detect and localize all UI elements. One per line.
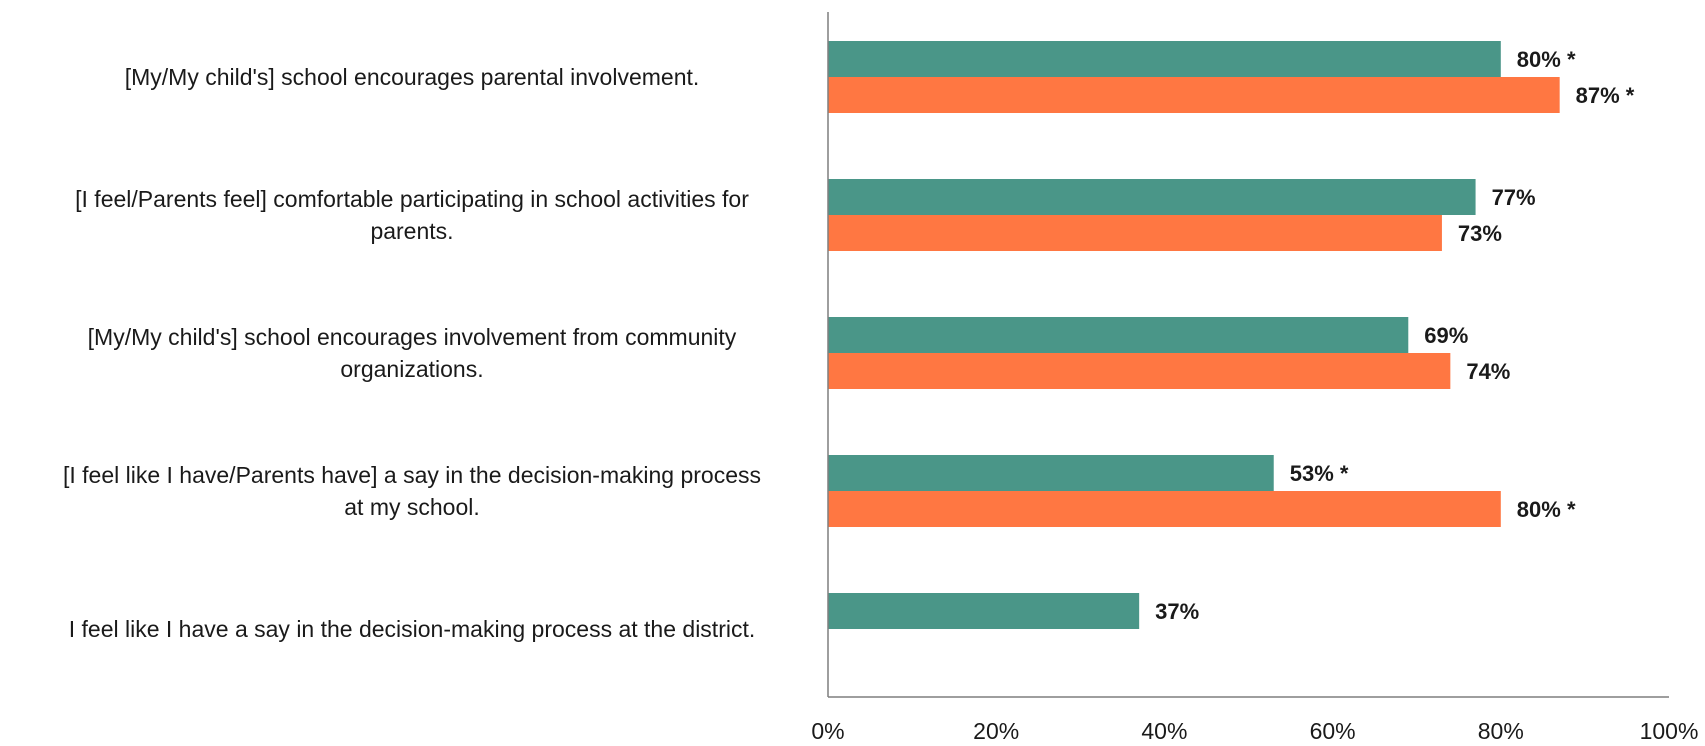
category-label-5-line-1: I feel like I have a say in the decision…	[69, 616, 756, 642]
x-tick-label-5: 80%	[1478, 718, 1524, 744]
bar-series-1-item-3	[828, 317, 1408, 353]
x-tick-label-6: 100%	[1640, 718, 1699, 744]
category-label-1-line-1: [My/My child's] school encourages parent…	[125, 64, 700, 90]
bar-series-1-item-1	[828, 41, 1501, 77]
data-label-series-2-item-4: 80% *	[1517, 497, 1576, 522]
data-label-series-1-item-5: 37%	[1155, 599, 1199, 624]
bar-series-1-item-5	[828, 593, 1139, 629]
category-label-3-line-2: organizations.	[340, 356, 483, 382]
data-label-series-1-item-1: 80% *	[1517, 47, 1576, 72]
x-tick-label-4: 60%	[1310, 718, 1356, 744]
category-label-4-line-1: [I feel like I have/Parents have] a say …	[63, 462, 761, 488]
data-label-series-1-item-2: 77%	[1492, 185, 1536, 210]
category-label-2-line-2: parents.	[370, 218, 453, 244]
bar-series-2-item-1	[828, 77, 1560, 113]
bar-series-2-item-4	[828, 491, 1501, 527]
category-label-3-line-1: [My/My child's] school encourages involv…	[88, 324, 737, 350]
x-tick-label-3: 40%	[1141, 718, 1187, 744]
category-labels-layer: [My/My child's] school encourages parent…	[63, 64, 761, 642]
x-tick-label-1: 0%	[811, 718, 844, 744]
data-label-series-1-item-4: 53% *	[1290, 461, 1349, 486]
x-tick-label-2: 20%	[973, 718, 1019, 744]
data-label-series-1-item-3: 69%	[1424, 323, 1468, 348]
bar-series-1-item-2	[828, 179, 1476, 215]
bar-series-1-item-4	[828, 455, 1274, 491]
bar-series-2-item-3	[828, 353, 1450, 389]
category-label-2-line-1: [I feel/Parents feel] comfortable partic…	[75, 186, 749, 212]
bar-series-2-item-2	[828, 215, 1442, 251]
data-label-series-2-item-1: 87% *	[1576, 83, 1635, 108]
category-label-4-line-2: at my school.	[344, 494, 480, 520]
data-label-series-2-item-2: 73%	[1458, 221, 1502, 246]
x-tick-labels-layer: 0% 20% 40% 60% 80% 100%	[811, 718, 1698, 744]
data-label-series-2-item-3: 74%	[1466, 359, 1510, 384]
